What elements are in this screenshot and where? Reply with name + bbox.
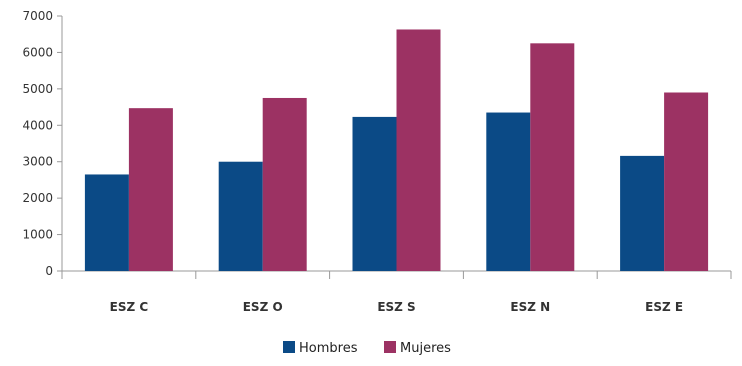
bar-mujeres-esz-s: [396, 29, 441, 271]
y-tick-label: 2000: [22, 191, 53, 205]
bar-mujeres-esz-o: [262, 97, 307, 271]
legend-swatch-hombres: [283, 341, 295, 353]
legend-swatch-mujeres: [384, 341, 396, 353]
x-tick-label: ESZ S: [377, 300, 415, 314]
y-tick-label: 6000: [22, 45, 53, 59]
y-tick-label: 0: [45, 264, 53, 278]
bar-hombres-esz-s: [352, 116, 397, 272]
x-tick-label: ESZ N: [510, 300, 550, 314]
bar-mujeres-esz-c: [128, 108, 173, 272]
legend-label-hombres: Hombres: [299, 341, 358, 356]
x-tick-label: ESZ E: [645, 300, 683, 314]
y-tick-label: 4000: [22, 118, 53, 132]
y-tick-label: 3000: [22, 155, 53, 169]
bar-hombres-esz-n: [486, 112, 531, 272]
y-tick-label: 7000: [22, 9, 53, 23]
bar-mujeres-esz-n: [530, 43, 575, 272]
y-tick-label: 1000: [22, 228, 53, 242]
x-tick-label: ESZ O: [243, 300, 283, 314]
bar-hombres-esz-o: [218, 161, 263, 271]
bar-mujeres-esz-e: [664, 92, 709, 271]
bar-hombres-esz-c: [84, 174, 129, 271]
y-tick-label: 5000: [22, 82, 53, 96]
x-tick-label: ESZ C: [110, 300, 149, 314]
bar-hombres-esz-e: [620, 155, 665, 271]
legend-label-mujeres: Mujeres: [400, 341, 451, 356]
